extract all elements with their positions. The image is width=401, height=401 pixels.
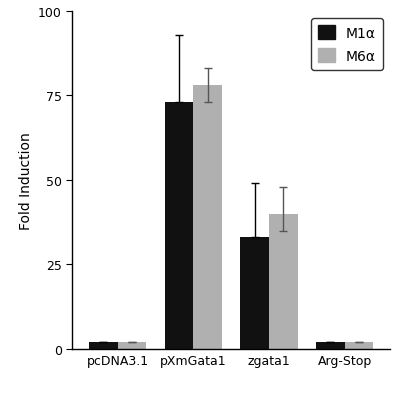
Bar bbox=[117, 342, 146, 349]
Bar bbox=[268, 214, 297, 349]
Bar bbox=[344, 342, 373, 349]
Bar bbox=[315, 342, 344, 349]
Bar bbox=[240, 238, 268, 349]
Legend: M1α, M6α: M1α, M6α bbox=[310, 19, 382, 71]
Bar bbox=[89, 342, 117, 349]
Y-axis label: Fold Induction: Fold Induction bbox=[18, 132, 32, 229]
Bar bbox=[193, 86, 221, 349]
Bar bbox=[164, 103, 193, 349]
